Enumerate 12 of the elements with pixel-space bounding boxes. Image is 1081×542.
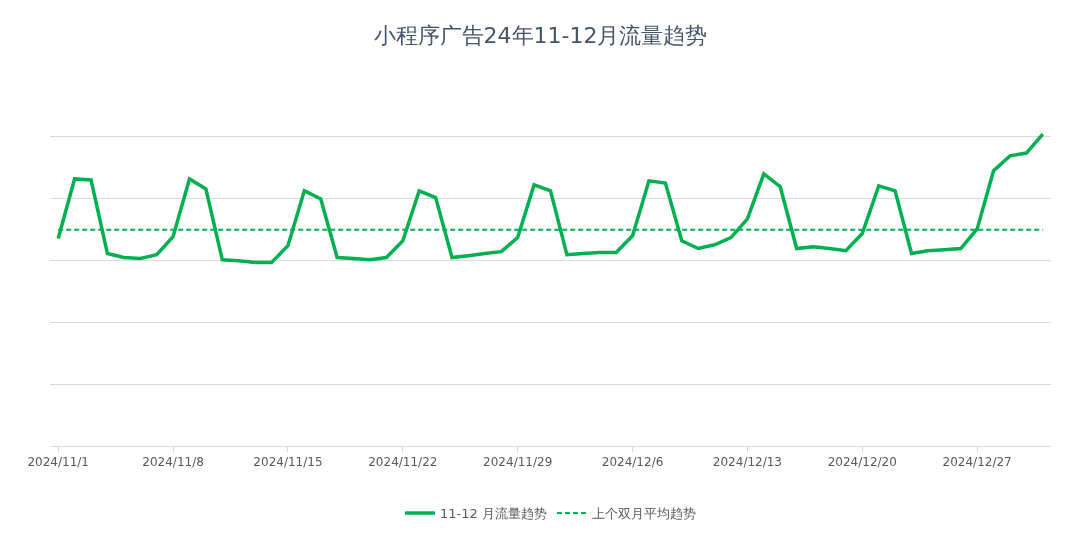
x-tick-label: 2024/11/15 [253, 455, 323, 470]
x-tick-label: 2024/11/29 [483, 455, 553, 470]
x-tick-label: 2024/12/27 [942, 455, 1012, 470]
chart-title: 小程序广告24年11-12月流量趋势 [373, 22, 708, 48]
x-tick-label: 2024/12/20 [827, 455, 897, 470]
legend-label: 11-12 月流量趋势 [440, 506, 547, 522]
x-tick-label: 2024/11/8 [142, 455, 204, 470]
legend-label: 上个双月平均趋势 [591, 506, 696, 522]
x-tick-label: 2024/11/22 [368, 455, 438, 470]
x-tick-label: 2024/12/6 [601, 455, 664, 470]
x-tick-label: 2024/11/1 [27, 455, 89, 470]
x-tick-label: 2024/12/13 [712, 455, 783, 470]
